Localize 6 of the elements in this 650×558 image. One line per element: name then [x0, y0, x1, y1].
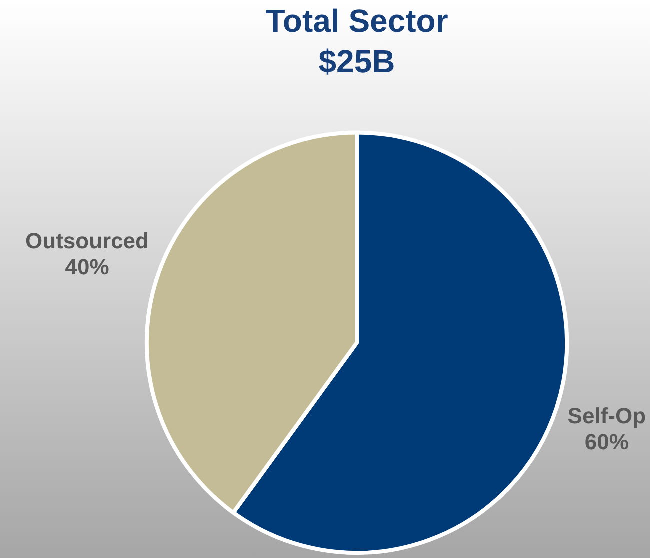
data-label: 60% — [584, 430, 629, 455]
chart-subtitle: $25B — [318, 43, 396, 80]
chart-title: Total Sector — [266, 3, 448, 40]
data-label: 40% — [65, 254, 110, 280]
slice-label: Self-Op — [568, 404, 646, 429]
slice-label: Outsourced — [26, 228, 149, 254]
